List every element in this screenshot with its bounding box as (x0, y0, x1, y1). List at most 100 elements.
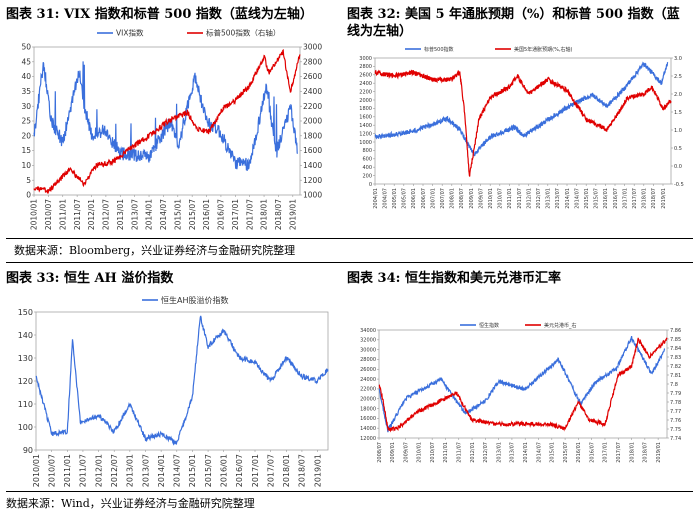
y-right-tick-label: 2600 (303, 72, 322, 81)
x-tick-label: 2017/07 (266, 454, 275, 487)
x-tick-label: 2017/07 (616, 442, 622, 463)
x-tick-label: 2014/01 (145, 199, 154, 230)
separator-bottom (6, 491, 693, 492)
x-tick-label: 2004/01 (373, 188, 379, 209)
y-right-tick-label: 7.8 (670, 382, 678, 388)
x-tick-label: 2011/01 (507, 188, 513, 209)
x-tick-label: 2016/07 (217, 199, 226, 230)
x-tick-label: 2017/01 (251, 454, 260, 487)
x-tick-label: 2013/07 (510, 442, 516, 463)
chart-33-title: 图表 33: 恒生 AH 溢价指数 (6, 271, 174, 286)
x-tick-label: 2009/07 (478, 188, 484, 209)
y-left-tick-label: 0 (369, 182, 372, 188)
y-left-tick-label: 400 (362, 165, 372, 171)
x-tick-label: 2011/01 (63, 454, 72, 487)
legend-label: VIX指数 (116, 28, 144, 38)
y-left-tick-label: 1000 (359, 140, 372, 146)
x-tick-label: 2016/01 (576, 442, 582, 463)
y-left-tick-label: 50 (21, 43, 31, 52)
x-tick-label: 2018/07 (298, 454, 307, 487)
x-tick-label: 2008/01 (450, 188, 456, 209)
y-left-tick-label: 30000 (360, 347, 376, 353)
series-line-primary (378, 335, 666, 433)
series-line-primary (33, 61, 299, 171)
y-left-tick-label: 1200 (359, 131, 372, 137)
x-tick-label: 2018/07 (643, 442, 649, 463)
y-left-tick-label: 110 (18, 400, 33, 409)
source-note-bottom: 数据来源：Wind，兴业证券经济与金融研究院整理 (6, 497, 255, 510)
x-tick-label: 2012/01 (87, 199, 96, 230)
x-tick-label: 2018/01 (260, 199, 269, 230)
x-tick-label: 2012/07 (536, 188, 542, 209)
y-left-tick-label: 26000 (360, 367, 376, 373)
y-left-tick-label: 34000 (360, 328, 376, 334)
y-right-tick-label: 7.79 (670, 391, 681, 397)
y-left-tick-label: 2400 (359, 81, 372, 87)
series-line-primary (35, 315, 329, 446)
x-tick-label: 2008/07 (377, 442, 383, 463)
x-tick-label: 2013/07 (141, 454, 150, 487)
y-right-tick-label: 1400 (303, 161, 322, 170)
legend-label: 恒生AH股溢价指数 (161, 295, 229, 305)
y-right-tick-label: 7.76 (670, 418, 681, 424)
x-tick-label: 2015/01 (188, 454, 197, 487)
legend-label: 美国5年通胀预期(%,右轴) (514, 46, 572, 53)
y-right-tick-label: 7.78 (670, 400, 681, 406)
y-left-tick-label: 2800 (359, 64, 372, 70)
chart-34: 12000 14000 16000 18000 20000 22000 24000 26000… (360, 322, 681, 463)
y-left-tick-label: 90 (23, 446, 33, 455)
x-tick-label: 2018/01 (282, 454, 291, 487)
y-left-tick-label: 0 (26, 191, 31, 200)
x-tick-label: 2019/01 (656, 442, 662, 463)
x-tick-label: 2005/07 (402, 188, 408, 209)
y-right-tick-label: 1600 (303, 146, 322, 155)
x-tick-label: 2014/07 (173, 454, 182, 487)
y-left-tick-label: 2000 (359, 98, 372, 104)
x-tick-label: 2017/01 (622, 188, 628, 209)
y-left-tick-label: 3000 (359, 56, 372, 62)
y-left-tick-label: 100 (18, 423, 33, 432)
x-tick-label: 2010/07 (430, 442, 436, 463)
y-left-tick-label: 12000 (360, 436, 376, 442)
y-right-tick-label: 1200 (303, 176, 322, 185)
plot-frame (378, 329, 668, 439)
y-right-tick-label: 7.77 (670, 409, 681, 415)
x-tick-label: 2012/07 (102, 199, 111, 230)
x-tick-label: 2010/01 (417, 442, 423, 463)
y-left-tick-label: 10 (21, 161, 31, 170)
x-tick-label: 2015/07 (563, 442, 569, 463)
x-tick-label: 2011/01 (58, 199, 67, 230)
y-left-tick-label: 1600 (359, 115, 372, 121)
x-tick-label: 2006/01 (411, 188, 417, 209)
y-right-tick-label: 7.83 (670, 355, 681, 361)
x-tick-label: 2013/01 (546, 188, 552, 209)
x-tick-label: 2013/01 (496, 442, 502, 463)
y-left-tick-label: 25 (21, 117, 31, 126)
x-tick-label: 2009/01 (390, 442, 396, 463)
y-left-tick-label: 5 (26, 176, 31, 185)
y-left-tick-label: 120 (18, 377, 33, 386)
y-right-tick-label: 7.75 (670, 427, 681, 433)
source-note-top: 数据来源：Bloomberg，兴业证券经济与金融研究院整理 (14, 244, 296, 257)
y-left-tick-label: 24000 (360, 377, 376, 383)
series-line-secondary (33, 48, 301, 195)
y-right-tick-label: 3.0 (674, 56, 682, 62)
x-tick-label: 2009/01 (469, 188, 475, 209)
y-left-tick-label: 28000 (360, 357, 376, 363)
y-left-tick-label: 1400 (359, 123, 372, 129)
x-tick-label: 2010/07 (47, 454, 56, 487)
x-tick-label: 2013/07 (555, 188, 561, 209)
y-right-tick-label: 1.5 (674, 110, 682, 116)
x-tick-label: 2018/07 (274, 199, 283, 230)
x-tick-label: 2008/07 (459, 188, 465, 209)
x-tick-label: 2014/07 (574, 188, 580, 209)
y-left-tick-label: 32000 (360, 338, 376, 344)
y-right-tick-label: 7.74 (670, 436, 681, 442)
x-tick-label: 2010/01 (30, 199, 39, 230)
x-tick-label: 2007/01 (430, 188, 436, 209)
x-tick-label: 2011/07 (457, 442, 463, 463)
x-tick-label: 2016/07 (235, 454, 244, 487)
separator-top (6, 238, 693, 239)
y-left-tick-label: 40 (21, 72, 31, 81)
y-left-tick-label: 35 (21, 87, 31, 96)
